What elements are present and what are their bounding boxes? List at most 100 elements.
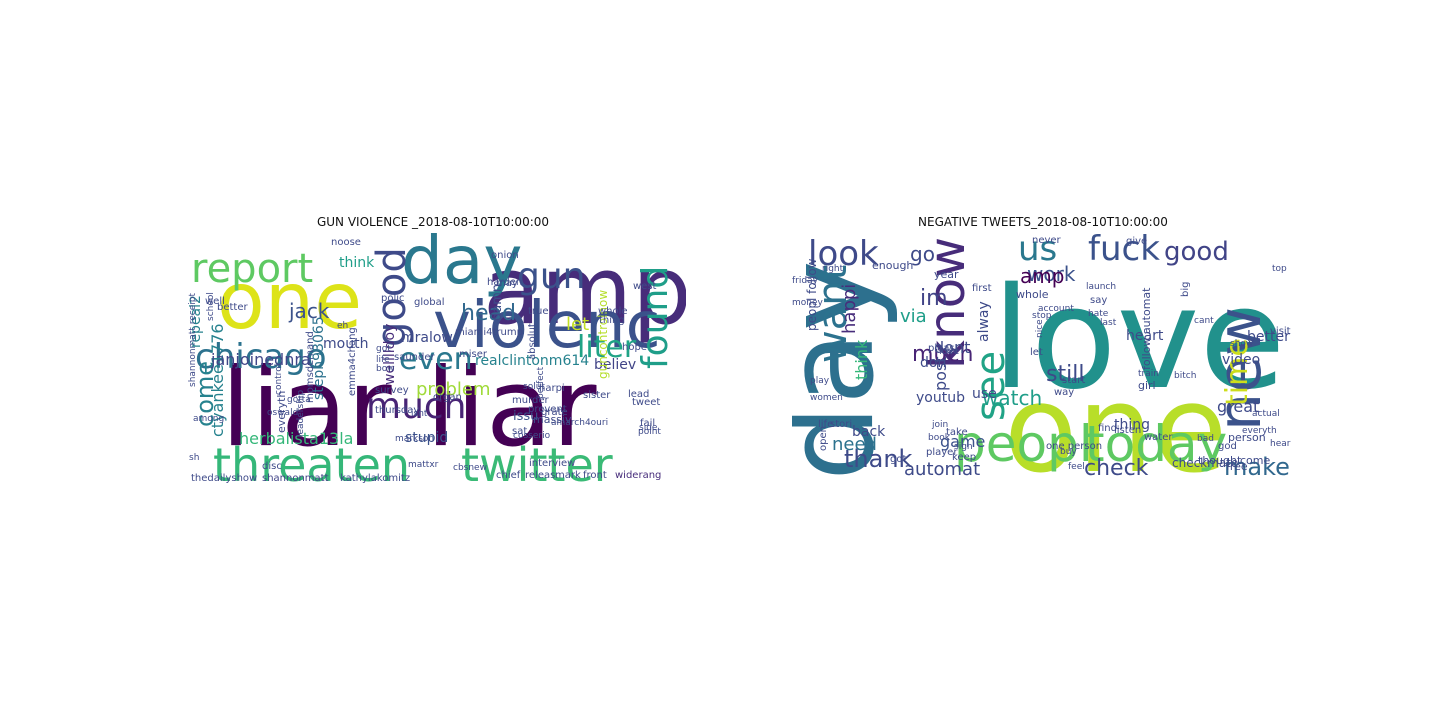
cloud-word: one bbox=[217, 257, 362, 347]
cloud-word: head bbox=[461, 301, 516, 326]
cloud-word: isnt bbox=[411, 409, 428, 419]
cloud-word: train bbox=[1138, 369, 1159, 379]
cloud-word: buy bbox=[1060, 447, 1077, 457]
cloud-word: day bbox=[401, 231, 522, 299]
cloud-word: fail bbox=[640, 418, 655, 429]
cloud-word: sh bbox=[189, 453, 199, 463]
cloud-word: take bbox=[946, 427, 968, 438]
cloud-word: report bbox=[191, 246, 313, 292]
cloud-word: give bbox=[1126, 236, 1147, 247]
cloud-word: never bbox=[1032, 235, 1062, 246]
cloud-word: open bbox=[818, 426, 829, 451]
cloud-word: friday bbox=[792, 276, 819, 286]
cloud-word: welllldoy bbox=[382, 324, 398, 385]
cloud-word: women bbox=[810, 393, 843, 403]
cloud-word: issu bbox=[513, 409, 538, 424]
cloud-word: us bbox=[1018, 231, 1057, 269]
cloud-word: work bbox=[1027, 262, 1076, 286]
cloud-word: hate bbox=[1088, 309, 1109, 319]
cloud-word: prevent bbox=[528, 404, 567, 415]
cloud-word: emma4chang bbox=[347, 327, 358, 396]
cloud-word: cosserio bbox=[513, 431, 551, 441]
cloud-word: among bbox=[193, 414, 224, 424]
cloud-word: miser bbox=[459, 349, 488, 360]
cloud-word: oswald bbox=[267, 408, 298, 418]
cloud-word: everyth bbox=[275, 391, 288, 433]
cloud-word: life bbox=[818, 419, 833, 430]
cloud-word: harden bbox=[487, 277, 522, 288]
cloud-word: found bbox=[635, 266, 676, 369]
cloud-word: im bbox=[920, 286, 948, 311]
cloud-word: play bbox=[810, 376, 830, 386]
cloud-word: thedailyshow bbox=[191, 473, 257, 483]
cloud-word: still bbox=[1046, 362, 1084, 387]
cloud-word: herbalista13la bbox=[239, 429, 353, 448]
cloud-word: feel bbox=[1068, 462, 1085, 472]
cloud-word: one bbox=[1004, 361, 1227, 483]
cloud-word: sat bbox=[512, 426, 527, 437]
cloud-word: good bbox=[369, 247, 415, 347]
cloud-word: shannonmatt receipt bbox=[188, 293, 198, 387]
cloud-word: time bbox=[1220, 338, 1255, 406]
cloud-word: fuck bbox=[1088, 231, 1160, 269]
cloud-word: even bbox=[399, 342, 473, 377]
cloud-word: got bbox=[376, 344, 391, 354]
cloud-word: day bbox=[792, 260, 901, 481]
cloud-word: side bbox=[639, 423, 658, 433]
cloud-word: life bbox=[376, 355, 390, 365]
cloud-word: peopl follow bbox=[805, 258, 819, 331]
cloud-word: player bbox=[926, 447, 958, 458]
cloud-word: look bbox=[808, 234, 879, 274]
cloud-word: realclintonm614 bbox=[475, 353, 589, 369]
cloud-word: organ bbox=[433, 392, 462, 403]
cloud-word: onion bbox=[491, 250, 519, 261]
cloud-word: markson bbox=[395, 434, 434, 444]
cloud-word: west bbox=[633, 281, 657, 292]
cloud-word: thursday bbox=[375, 405, 419, 416]
cloud-word: widerang bbox=[615, 470, 661, 481]
cloud-word: interview bbox=[529, 458, 575, 469]
cloud-word: peopl bbox=[954, 415, 1093, 473]
cloud-word: mouth bbox=[323, 336, 368, 352]
cloud-word: say bbox=[1090, 295, 1107, 306]
cloud-word: thing bbox=[1114, 417, 1150, 433]
cloud-word: follow automat bbox=[1140, 287, 1153, 370]
cloud-word: person bbox=[1228, 431, 1266, 444]
cloud-word: want bbox=[810, 265, 856, 363]
cloud-word: much bbox=[366, 386, 467, 427]
cloud-word: violenc bbox=[433, 289, 661, 363]
cloud-word: heart bbox=[1126, 328, 1164, 344]
cloud-word: go bbox=[910, 242, 935, 266]
cloud-word: thought bbox=[1198, 454, 1242, 467]
cloud-word: true bbox=[528, 306, 549, 317]
cloud-word: may bbox=[496, 278, 518, 289]
cloud-word: way bbox=[1054, 387, 1074, 398]
cloud-word: nice bbox=[1035, 319, 1045, 338]
cloud-word: account bbox=[1038, 304, 1074, 314]
cloud-word: liter bbox=[577, 330, 637, 365]
cloud-word: listen bbox=[1114, 425, 1141, 436]
cloud-word: sister bbox=[583, 390, 611, 401]
cloud-word: problem bbox=[416, 379, 490, 400]
cloud-word: don bbox=[920, 355, 946, 371]
cloud-word: harpi bbox=[539, 383, 565, 394]
cloud-word: hear bbox=[1270, 439, 1291, 449]
cloud-word: whole bbox=[598, 306, 628, 317]
cloud-word: well bbox=[205, 296, 225, 307]
cloud-word: stop bbox=[1032, 311, 1052, 321]
cloud-word: game bbox=[940, 432, 985, 451]
cloud-word: polic bbox=[381, 293, 405, 304]
cloud-word: amp bbox=[483, 237, 686, 346]
cloud-word: good bbox=[1164, 237, 1229, 267]
cloud-word: momsdemand bbox=[305, 331, 316, 403]
cloud-word: gotta bbox=[287, 395, 311, 405]
cloud-word: perfect bbox=[536, 366, 546, 399]
cloud-word: automat bbox=[904, 459, 980, 480]
cloud-word: keep bbox=[952, 452, 976, 463]
cloud-word: repeal2 bbox=[188, 295, 204, 348]
cloud-word: janjoinednra bbox=[210, 350, 311, 369]
cloud-word: stori bbox=[830, 419, 852, 430]
cloud-word: book bbox=[928, 433, 951, 443]
